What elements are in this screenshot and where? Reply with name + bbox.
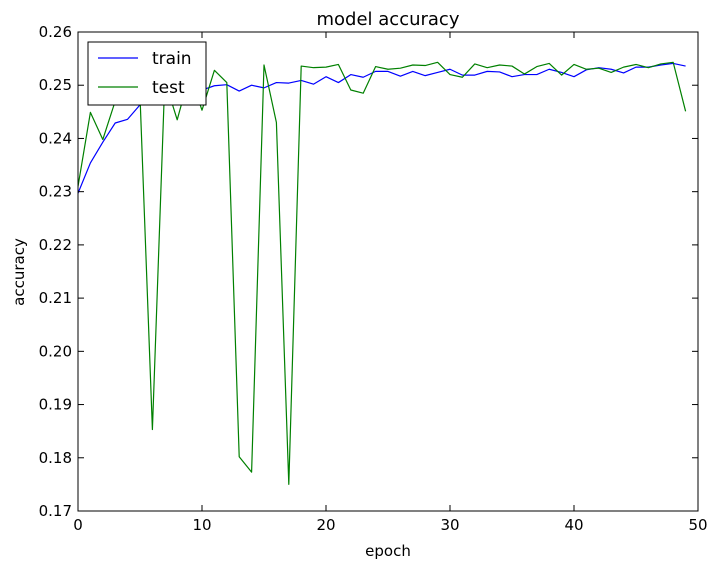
x-tick-label: 40 [564, 516, 583, 534]
y-tick-label: 0.17 [39, 502, 72, 520]
chart-title: model accuracy [317, 9, 460, 30]
x-axis-title: epoch [365, 542, 411, 560]
x-tick-label: 10 [192, 516, 211, 534]
plot-frame [77, 31, 699, 512]
y-tick-label: 0.21 [39, 289, 72, 307]
y-tick-label: 0.20 [39, 342, 72, 360]
tick-layer: 0 10 20 30 40 50 0.17 0.18 0.19 0.20 0.21 0.22 0.23 0… [39, 23, 708, 534]
y-tick-label: 0.18 [39, 449, 72, 467]
x-tick-label: 30 [440, 516, 459, 534]
legend-box [87, 41, 207, 106]
y-tick-label: 0.25 [39, 76, 72, 94]
x-tick-label: 0 [73, 516, 83, 534]
series-line-test [78, 61, 687, 485]
y-tick-label: 0.24 [39, 129, 72, 147]
plot-area: 0 10 20 30 40 50 0.17 0.18 0.19 0.20 0.21 0.22 0.23 0… [39, 23, 708, 534]
y-tick-label: 0.19 [39, 396, 72, 414]
x-tick-label: 50 [688, 516, 707, 534]
legend: train test [87, 41, 207, 106]
legend-label-test: test [152, 78, 185, 98]
y-axis-title: accuracy [10, 238, 28, 306]
y-tick-label: 0.26 [39, 23, 72, 41]
legend-label-train: train [152, 49, 192, 69]
y-tick-label: 0.23 [39, 183, 72, 201]
x-tick-label: 20 [316, 516, 335, 534]
y-tick-label: 0.22 [39, 236, 72, 254]
